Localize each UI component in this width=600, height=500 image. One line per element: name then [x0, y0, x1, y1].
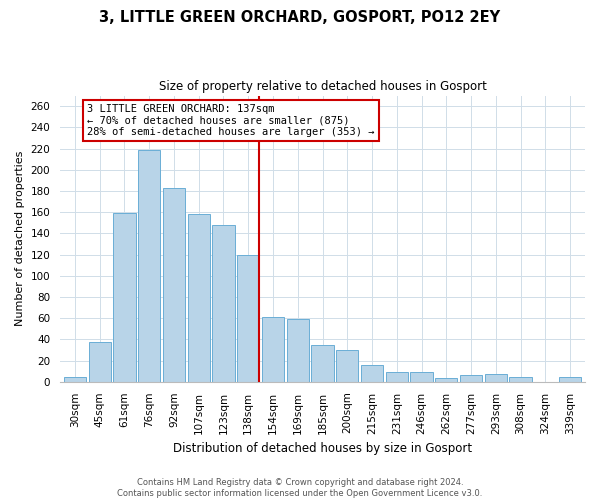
Bar [188, 214, 210, 382]
Bar [509, 376, 532, 382]
Bar [138, 150, 160, 382]
Bar [113, 213, 136, 382]
Title: Size of property relative to detached houses in Gosport: Size of property relative to detached ho… [158, 80, 487, 93]
Bar [163, 188, 185, 382]
Text: 3, LITTLE GREEN ORCHARD, GOSPORT, PO12 2EY: 3, LITTLE GREEN ORCHARD, GOSPORT, PO12 2… [100, 10, 500, 25]
Bar [435, 378, 457, 382]
Bar [361, 365, 383, 382]
Text: 3 LITTLE GREEN ORCHARD: 137sqm
← 70% of detached houses are smaller (875)
28% of: 3 LITTLE GREEN ORCHARD: 137sqm ← 70% of … [87, 104, 375, 137]
X-axis label: Distribution of detached houses by size in Gosport: Distribution of detached houses by size … [173, 442, 472, 455]
Bar [237, 254, 259, 382]
Bar [386, 372, 408, 382]
Bar [460, 376, 482, 382]
Y-axis label: Number of detached properties: Number of detached properties [15, 151, 25, 326]
Bar [559, 376, 581, 382]
Bar [410, 372, 433, 382]
Bar [262, 317, 284, 382]
Bar [311, 344, 334, 382]
Bar [64, 376, 86, 382]
Bar [336, 350, 358, 382]
Bar [89, 342, 111, 382]
Bar [212, 225, 235, 382]
Bar [485, 374, 507, 382]
Bar [287, 320, 309, 382]
Text: Contains HM Land Registry data © Crown copyright and database right 2024.
Contai: Contains HM Land Registry data © Crown c… [118, 478, 482, 498]
